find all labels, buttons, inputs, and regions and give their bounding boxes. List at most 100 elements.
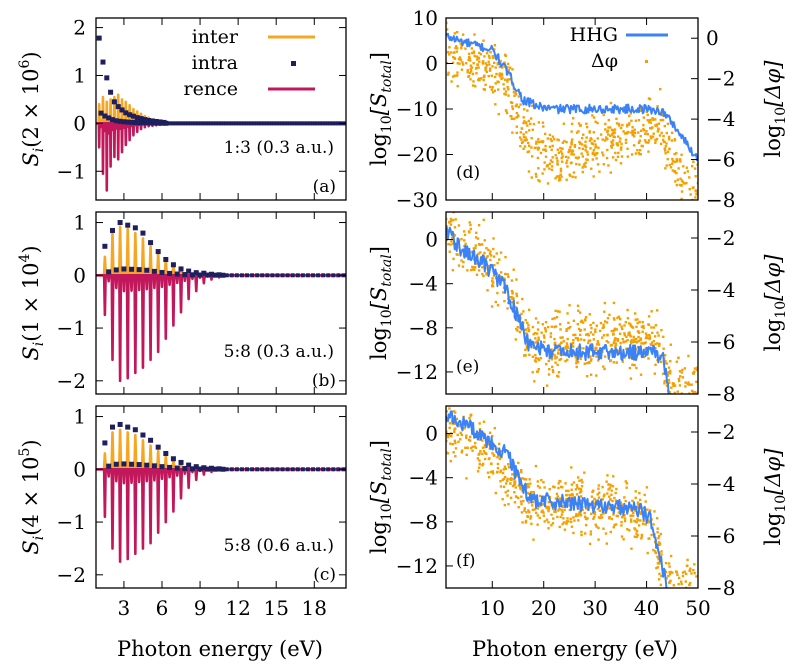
dphi-point <box>676 606 678 608</box>
intra-point <box>193 464 199 470</box>
dphi-point <box>471 72 475 76</box>
dphi-point <box>538 486 542 489</box>
dphi-point <box>589 355 592 358</box>
dphi-point <box>678 370 682 373</box>
dphi-point <box>547 521 550 524</box>
dphi-point <box>644 341 647 344</box>
dphi-point <box>568 174 572 177</box>
dphi-point <box>563 508 566 512</box>
dphi-point <box>465 453 468 457</box>
y2-tick-label: −6 <box>706 524 735 548</box>
dphi-point <box>506 463 510 466</box>
dphi-point <box>493 75 497 79</box>
dphi-point <box>565 329 568 332</box>
dphi-point <box>553 317 556 320</box>
dphi-point <box>572 338 575 342</box>
intra-point <box>193 121 198 126</box>
dphi-point <box>670 131 674 135</box>
y-tick-label: −20 <box>396 143 438 167</box>
dphi-point <box>513 117 516 120</box>
intra-point <box>323 121 328 126</box>
dphi-point <box>638 320 641 324</box>
dphi-point <box>502 83 505 86</box>
dphi-point <box>473 54 476 58</box>
dphi-point <box>524 521 528 524</box>
dphi-point <box>583 471 586 474</box>
dphi-point <box>566 312 569 315</box>
dphi-point <box>570 122 574 126</box>
intra-point <box>270 467 275 472</box>
dphi-point <box>583 362 587 365</box>
dphi-point <box>622 340 625 344</box>
y-tick-label: −4 <box>409 272 438 296</box>
dphi-point <box>689 567 692 570</box>
dphi-point <box>596 163 600 166</box>
dphi-point <box>690 383 693 386</box>
dphi-point <box>616 144 620 147</box>
dphi-point <box>491 470 495 473</box>
dphi-point <box>505 111 509 115</box>
dphi-point <box>466 446 469 449</box>
dphi-point <box>510 289 514 293</box>
dphi-point <box>574 333 577 337</box>
intra-point <box>211 121 216 126</box>
dphi-point <box>554 154 557 157</box>
dphi-point <box>491 91 495 94</box>
dphi-point <box>591 158 595 161</box>
dphi-point <box>478 51 481 55</box>
dphi-point <box>510 117 514 121</box>
dphi-point <box>626 338 629 342</box>
dphi-point <box>628 331 631 334</box>
dphi-point <box>466 71 469 74</box>
dphi-point <box>504 467 507 471</box>
intra-point <box>136 267 142 273</box>
dphi-point <box>511 131 514 134</box>
dphi-point <box>491 65 494 68</box>
dphi-point <box>456 433 459 437</box>
dphi-point <box>469 435 472 439</box>
intra-point <box>148 437 154 443</box>
panel-label: (d) <box>456 163 480 183</box>
dphi-point <box>461 63 465 66</box>
panel-label: (a) <box>313 177 336 197</box>
dphi-point <box>678 379 681 383</box>
dphi-point <box>553 354 557 357</box>
dphi-point <box>632 511 635 514</box>
intra-point <box>239 273 244 278</box>
dphi-point <box>474 85 477 88</box>
dphi-point <box>608 495 611 498</box>
dphi-point <box>536 523 539 526</box>
intra-point <box>250 467 255 472</box>
dphi-point <box>679 375 682 378</box>
intra-point <box>129 461 135 467</box>
dphi-point <box>500 66 504 69</box>
dphi-point <box>535 511 538 515</box>
dphi-point <box>690 572 693 575</box>
dphi-point <box>677 582 680 586</box>
dphi-point <box>573 145 577 148</box>
dphi-point <box>513 480 516 484</box>
dphi-point <box>509 66 512 69</box>
intra-point <box>117 220 123 226</box>
dphi-point <box>542 511 545 514</box>
dphi-point <box>637 331 641 334</box>
dphi-point <box>658 542 662 545</box>
dphi-point <box>551 317 554 321</box>
dphi-point <box>630 131 633 134</box>
dphi-point <box>546 182 550 185</box>
dphi-point <box>632 340 635 344</box>
intra-point <box>270 273 275 278</box>
dphi-point <box>639 152 642 156</box>
dphi-point <box>690 415 692 417</box>
dphi-point <box>524 139 527 142</box>
intra-point <box>312 121 317 126</box>
dphi-point <box>548 167 551 170</box>
dphi-point <box>468 221 471 224</box>
dphi-point <box>536 328 540 331</box>
dphi-point <box>524 348 527 352</box>
dphi-point <box>548 162 552 166</box>
dphi-point <box>681 574 685 578</box>
dphi-point <box>589 533 592 536</box>
dphi-point <box>536 148 540 151</box>
dphi-point <box>657 537 660 540</box>
